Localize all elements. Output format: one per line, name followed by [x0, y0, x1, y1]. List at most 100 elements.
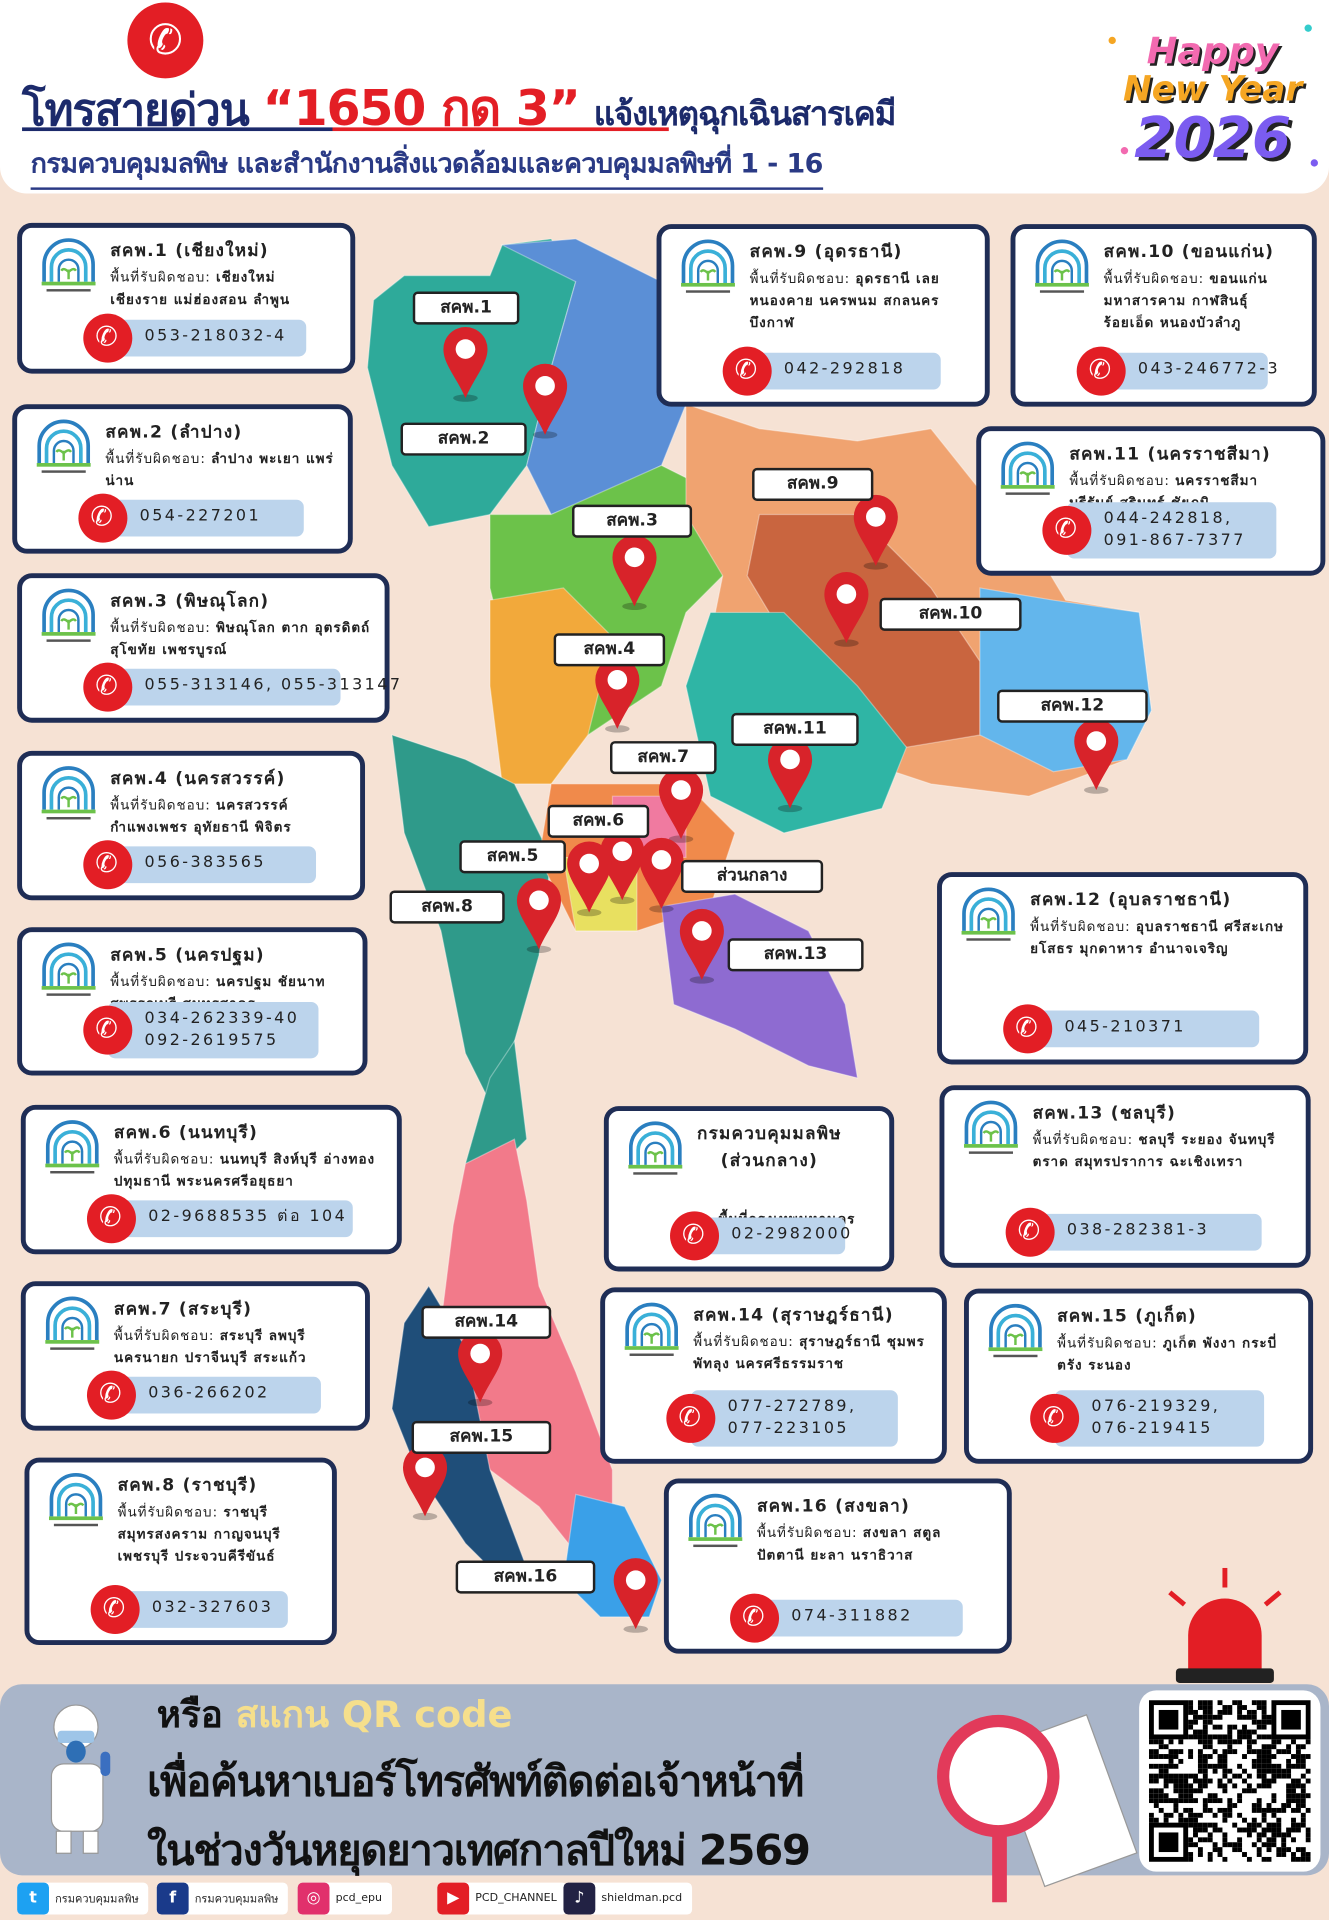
location-pin-icon[interactable] — [567, 841, 612, 917]
banner-heading: หรือ สแกน QR code — [157, 1687, 513, 1745]
phone-number[interactable]: 034-262339-40 092-2619575 — [144, 1009, 300, 1050]
office-title: สคพ.4 (นครสวรรค์) — [110, 769, 286, 789]
phone-number-pill[interactable]: ✆ 034-262339-40 092-2619575 — [83, 1001, 319, 1059]
location-pin-icon[interactable] — [595, 657, 640, 733]
phone-number[interactable]: 045-210371 — [1064, 1017, 1186, 1037]
phone-icon: ✆ — [730, 1593, 780, 1643]
magnifier-document-illustration — [937, 1713, 1138, 1903]
location-pin-icon[interactable] — [612, 535, 657, 611]
phone-number-pill[interactable]: ✆ 054-227201 — [78, 493, 304, 543]
happy-new-year-graphic: Happy New Year 2026 — [1096, 0, 1329, 194]
area-label: พื้นที่รับผิดชอบ: — [113, 1327, 215, 1344]
phone-number[interactable]: 077-272789, 077-223105 — [727, 1397, 857, 1439]
location-pin-icon[interactable] — [658, 768, 704, 843]
phone-number-pill[interactable]: ✆ 038-282381-3 — [1005, 1207, 1262, 1257]
social-handle: กรมควบคุมมลพิษ — [55, 1893, 139, 1906]
phone-number[interactable]: 038-282381-3 — [1066, 1221, 1210, 1240]
location-pin-icon[interactable] — [600, 829, 645, 904]
social-link[interactable]: t กรมควบคุมมลพิษ — [17, 1882, 149, 1915]
area-provinces: สงขลา สตูล ปัตตานี ยะลา นราธิวาส — [756, 1525, 942, 1563]
phone-number[interactable]: 043-246772-3 — [1137, 360, 1281, 379]
phone-number-pill[interactable]: ✆ 074-311882 — [730, 1593, 963, 1643]
phone-number[interactable]: 076-219329, 076-219415 — [1091, 1397, 1221, 1439]
title-underline — [22, 127, 669, 132]
office-area: พื้นที่รับผิดชอบ: นนทบุรี สิงห์บุรี อ่าง… — [114, 1149, 385, 1193]
phone-number[interactable]: 053-218032-4 — [144, 327, 287, 346]
phone-number[interactable]: 032-327603 — [151, 1598, 274, 1617]
office-title: สคพ.3 (พิษณุโลก) — [110, 591, 270, 612]
phone-number-pill[interactable]: ✆ 042-292818 — [722, 346, 941, 396]
office-area: พื้นที่รับผิดชอบ: สุราษฎร์ธานี ชุมพร พัท… — [693, 1331, 929, 1375]
phone-number[interactable]: 074-311882 — [791, 1607, 913, 1626]
office-card: สคพ.15 (ภูเก็ต) พื้นที่รับผิดชอบ: ภูเก็ต… — [963, 1288, 1314, 1464]
location-pin-icon[interactable] — [679, 908, 724, 984]
location-pin-icon[interactable] — [824, 572, 869, 647]
banner-line-1: เพื่อค้นหาเบอร์โทรศัพท์ติดต่อเจ้าหน้าที่ — [146, 1757, 804, 1807]
phone-number-pill[interactable]: ✆ 043-246772-3 — [1076, 346, 1278, 396]
map-region-label: ส่วนกลาง — [681, 859, 824, 893]
phone-number[interactable]: 054-227201 — [139, 507, 262, 526]
phone-number[interactable]: 056-383565 — [144, 853, 266, 873]
area-provinces: ราชบุรี สมุทรสงคราม กาญจนบุรี เพชรบุรี ป… — [117, 1504, 281, 1565]
office-title: สคพ.11 (นครราชสีมา) — [1069, 444, 1271, 465]
location-pin-icon[interactable] — [516, 878, 562, 953]
office-title: สคพ.2 (ลำปาง) — [105, 422, 243, 443]
phone-number[interactable]: 02-2982000 — [731, 1224, 853, 1244]
office-title: สคพ.5 (นครปฐม) — [110, 945, 265, 966]
social-handle: PCD_CHANNEL — [475, 1892, 557, 1905]
phone-number-pill[interactable]: ✆ 036-266202 — [86, 1370, 321, 1420]
area-label: พื้นที่รับผิดชอบ: — [1103, 270, 1205, 287]
phone-number[interactable]: 044-242818, 091-867-7377 — [1103, 509, 1246, 550]
office-card: สคพ.8 (ราชบุรี) พื้นที่รับผิดชอบ: ราชบุร… — [24, 1457, 337, 1646]
map-region-label: สคพ.15 — [411, 1420, 552, 1454]
social-link[interactable]: f กรมควบคุมมลพิษ — [156, 1882, 289, 1915]
area-provinces: สระบุรี ลพบุรี นครนายก ปราจีนบุรี สระแก้… — [113, 1327, 307, 1366]
phone-number-pill[interactable]: ✆ 02-9688535 ต่อ 104 — [86, 1194, 353, 1244]
office-title: สคพ.14 (สุราษฎร์ธานี) — [693, 1305, 894, 1326]
location-pin-icon[interactable] — [443, 327, 488, 402]
location-pin-icon[interactable] — [1074, 719, 1119, 794]
phone-number[interactable]: 055-313146, 055-313147 — [144, 676, 403, 695]
map-region-label: สคพ.12 — [997, 689, 1148, 723]
location-pin-icon[interactable] — [523, 363, 568, 439]
location-pin-icon[interactable] — [458, 1331, 503, 1407]
social-link[interactable]: ▶ PCD_CHANNEL — [437, 1882, 567, 1915]
twitter-icon: t — [17, 1882, 49, 1915]
office-card: สคพ.12 (อุบลราชธานี) พื้นที่รับผิดชอบ: อ… — [937, 872, 1309, 1065]
map-region — [746, 513, 981, 748]
office-card: สคพ.10 (ขอนแก่น) พื้นที่รับผิดชอบ: ขอนแก… — [1010, 224, 1317, 407]
pcd-logo — [984, 1303, 1048, 1364]
office-card: สคพ.1 (เชียงใหม่) พื้นที่รับผิดชอบ: เชีย… — [17, 222, 356, 374]
happy-text: Happy — [1146, 30, 1279, 74]
youtube-icon: ▶ — [437, 1882, 470, 1915]
phone-number[interactable]: 042-292818 — [783, 360, 906, 379]
phone-number-pill[interactable]: ✆ 077-272789, 077-223105 — [666, 1390, 898, 1447]
social-link[interactable]: ◎ pcd_epu — [297, 1882, 392, 1915]
area-label: พื้นที่รับผิดชอบ: — [110, 619, 211, 636]
phone-number-pill[interactable]: ✆ 076-219329, 076-219415 — [1030, 1390, 1265, 1447]
phone-number[interactable]: 036-266202 — [148, 1384, 270, 1403]
social-link[interactable]: ♪ shieldman.pcd — [563, 1882, 692, 1915]
phone-number-pill[interactable]: ✆ 055-313146, 055-313147 — [83, 662, 400, 712]
phone-number-pill[interactable]: ✆ 02-2982000 — [670, 1211, 850, 1261]
area-label: พื้นที่รับผิดชอบ: — [756, 1525, 858, 1541]
phone-number[interactable]: 02-9688535 ต่อ 104 — [148, 1207, 348, 1227]
location-pin-icon[interactable] — [639, 837, 684, 913]
pcd-logo — [996, 441, 1060, 502]
area-label: พื้นที่รับผิดชอบ: — [1057, 1335, 1158, 1352]
area-provinces: อุบลราชธานี ศรีสะเกษ ยโสธร มุกดาหาร อำนา… — [1030, 918, 1285, 957]
location-pin-icon[interactable] — [768, 737, 813, 813]
qr-code[interactable] — [1139, 1690, 1321, 1872]
phone-number-pill[interactable]: ✆ 053-218032-4 — [83, 313, 307, 363]
phone-number-pill[interactable]: ✆ 045-210371 — [1003, 1004, 1260, 1054]
pcd-logo — [40, 1120, 104, 1181]
area-label: พื้นที่รับผิดชอบ: — [105, 450, 206, 467]
location-pin-icon[interactable] — [613, 1558, 658, 1633]
location-pin-icon[interactable] — [853, 494, 898, 570]
phone-number-pill[interactable]: ✆ 032-327603 — [90, 1585, 288, 1635]
office-area: พื้นที่รับผิดชอบ: ราชบุรี สมุทรสงคราม กา… — [118, 1502, 320, 1568]
phone-number-pill[interactable]: ✆ 056-383565 — [83, 840, 317, 890]
location-pin-icon[interactable] — [402, 1445, 448, 1521]
phone-icon: ✆ — [86, 1370, 136, 1420]
phone-number-pill[interactable]: ✆ 044-242818, 091-867-7377 — [1042, 502, 1277, 559]
